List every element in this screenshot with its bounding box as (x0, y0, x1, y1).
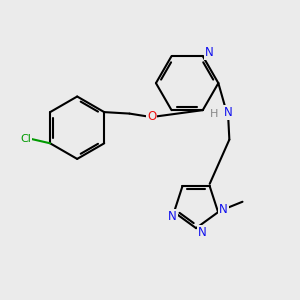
Text: N: N (198, 226, 206, 239)
Text: N: N (168, 210, 177, 223)
Text: N: N (219, 203, 228, 216)
Text: N: N (205, 46, 214, 59)
Text: Cl: Cl (20, 134, 31, 144)
Text: N: N (224, 106, 233, 119)
Text: H: H (210, 109, 219, 119)
Text: O: O (147, 110, 156, 123)
